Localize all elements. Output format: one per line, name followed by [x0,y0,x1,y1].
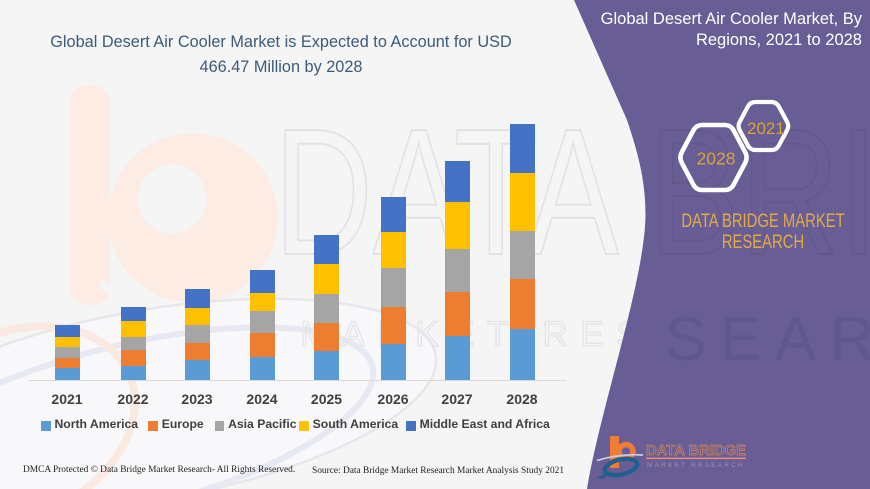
svg-text:SEARCH: SEARCH [665,305,870,374]
svg-text:MARKET RESEARCH: MARKET RESEARCH [647,462,745,469]
svg-text:2028: 2028 [697,149,736,169]
svg-text:DATA BRIDGE: DATA BRIDGE [646,442,746,459]
svg-text:2021: 2021 [747,119,785,138]
